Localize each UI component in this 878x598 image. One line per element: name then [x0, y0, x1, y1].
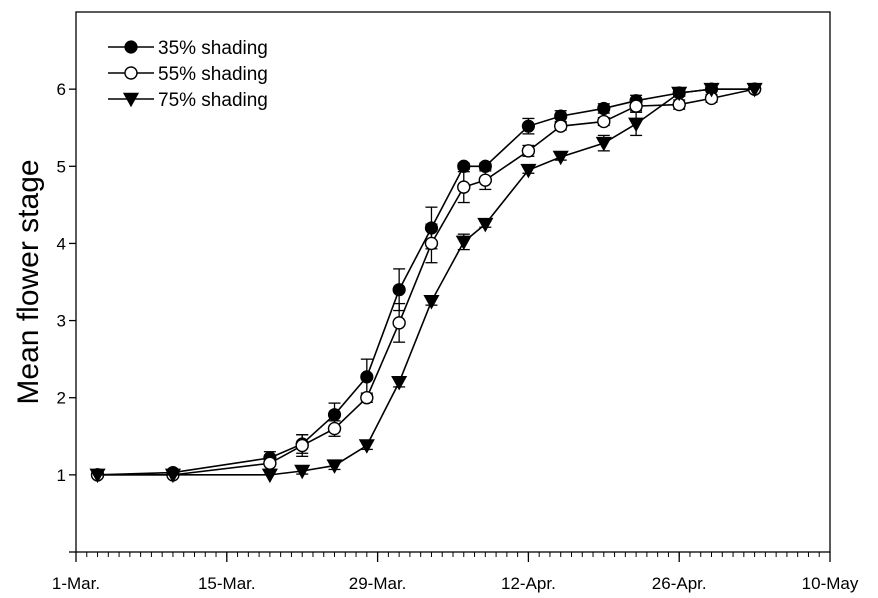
- data-point: [327, 421, 342, 436]
- data-point: [477, 217, 494, 233]
- data-point: [360, 391, 374, 405]
- data-point: [392, 316, 406, 330]
- data-point: [703, 82, 720, 98]
- data-point: [521, 144, 536, 158]
- y-tick-label: 1: [57, 466, 66, 485]
- data-point: [392, 283, 406, 297]
- data-point: [358, 439, 375, 454]
- data-point: [164, 468, 181, 484]
- series-line: [97, 88, 755, 476]
- data-point: [671, 86, 688, 102]
- data-point: [554, 119, 568, 133]
- legend-marker: [124, 66, 138, 80]
- data-point: [424, 236, 439, 251]
- data-point: [263, 456, 277, 470]
- data-point: [327, 408, 342, 422]
- y-tick-label: 4: [57, 234, 66, 253]
- legend-marker: [122, 92, 140, 108]
- data-point: [520, 163, 537, 179]
- data-point: [457, 180, 471, 194]
- legend: 35% shading 55% shading 75% shading: [108, 38, 268, 111]
- x-tick-label: 12-Apr.: [501, 574, 556, 593]
- data-point: [294, 464, 311, 480]
- data-point: [423, 295, 440, 310]
- data-point: [628, 117, 645, 133]
- data-point: [597, 101, 611, 116]
- x-tick-label: 26-Apr.: [652, 574, 707, 593]
- data-point: [455, 235, 472, 251]
- legend-label: 75% shading: [158, 90, 268, 111]
- data-point: [595, 136, 612, 152]
- series-3: [89, 82, 763, 484]
- y-tick-label: 6: [57, 80, 66, 99]
- series-1: [90, 82, 762, 482]
- x-tick-label: 10-May: [802, 574, 859, 593]
- x-tick-label: 29-Mar.: [349, 574, 407, 593]
- y-tick-label: 2: [57, 389, 66, 408]
- data-point: [478, 173, 493, 187]
- data-point: [261, 468, 278, 484]
- data-point: [295, 438, 309, 453]
- y-axis-title: Mean flower stage: [12, 159, 45, 404]
- legend-label: 55% shading: [158, 64, 268, 85]
- data-point: [89, 468, 106, 484]
- x-tick-label: 1-Mar.: [52, 574, 100, 593]
- data-point: [391, 376, 408, 391]
- data-point: [326, 459, 343, 474]
- data-point: [457, 159, 471, 173]
- x-tick-label: 15-Mar.: [198, 574, 256, 593]
- series-2: [90, 82, 762, 482]
- series-line: [97, 88, 755, 476]
- series-line: [97, 88, 755, 476]
- data-point: [552, 150, 569, 166]
- y-tick-label: 5: [57, 157, 66, 176]
- data-point: [521, 119, 536, 133]
- data-point: [746, 82, 763, 98]
- data-point: [597, 114, 611, 129]
- legend-marker: [124, 40, 138, 54]
- legend-label: 35% shading: [158, 38, 268, 59]
- data-point: [360, 370, 374, 384]
- data-point: [629, 99, 643, 113]
- y-tick-label: 3: [57, 312, 66, 331]
